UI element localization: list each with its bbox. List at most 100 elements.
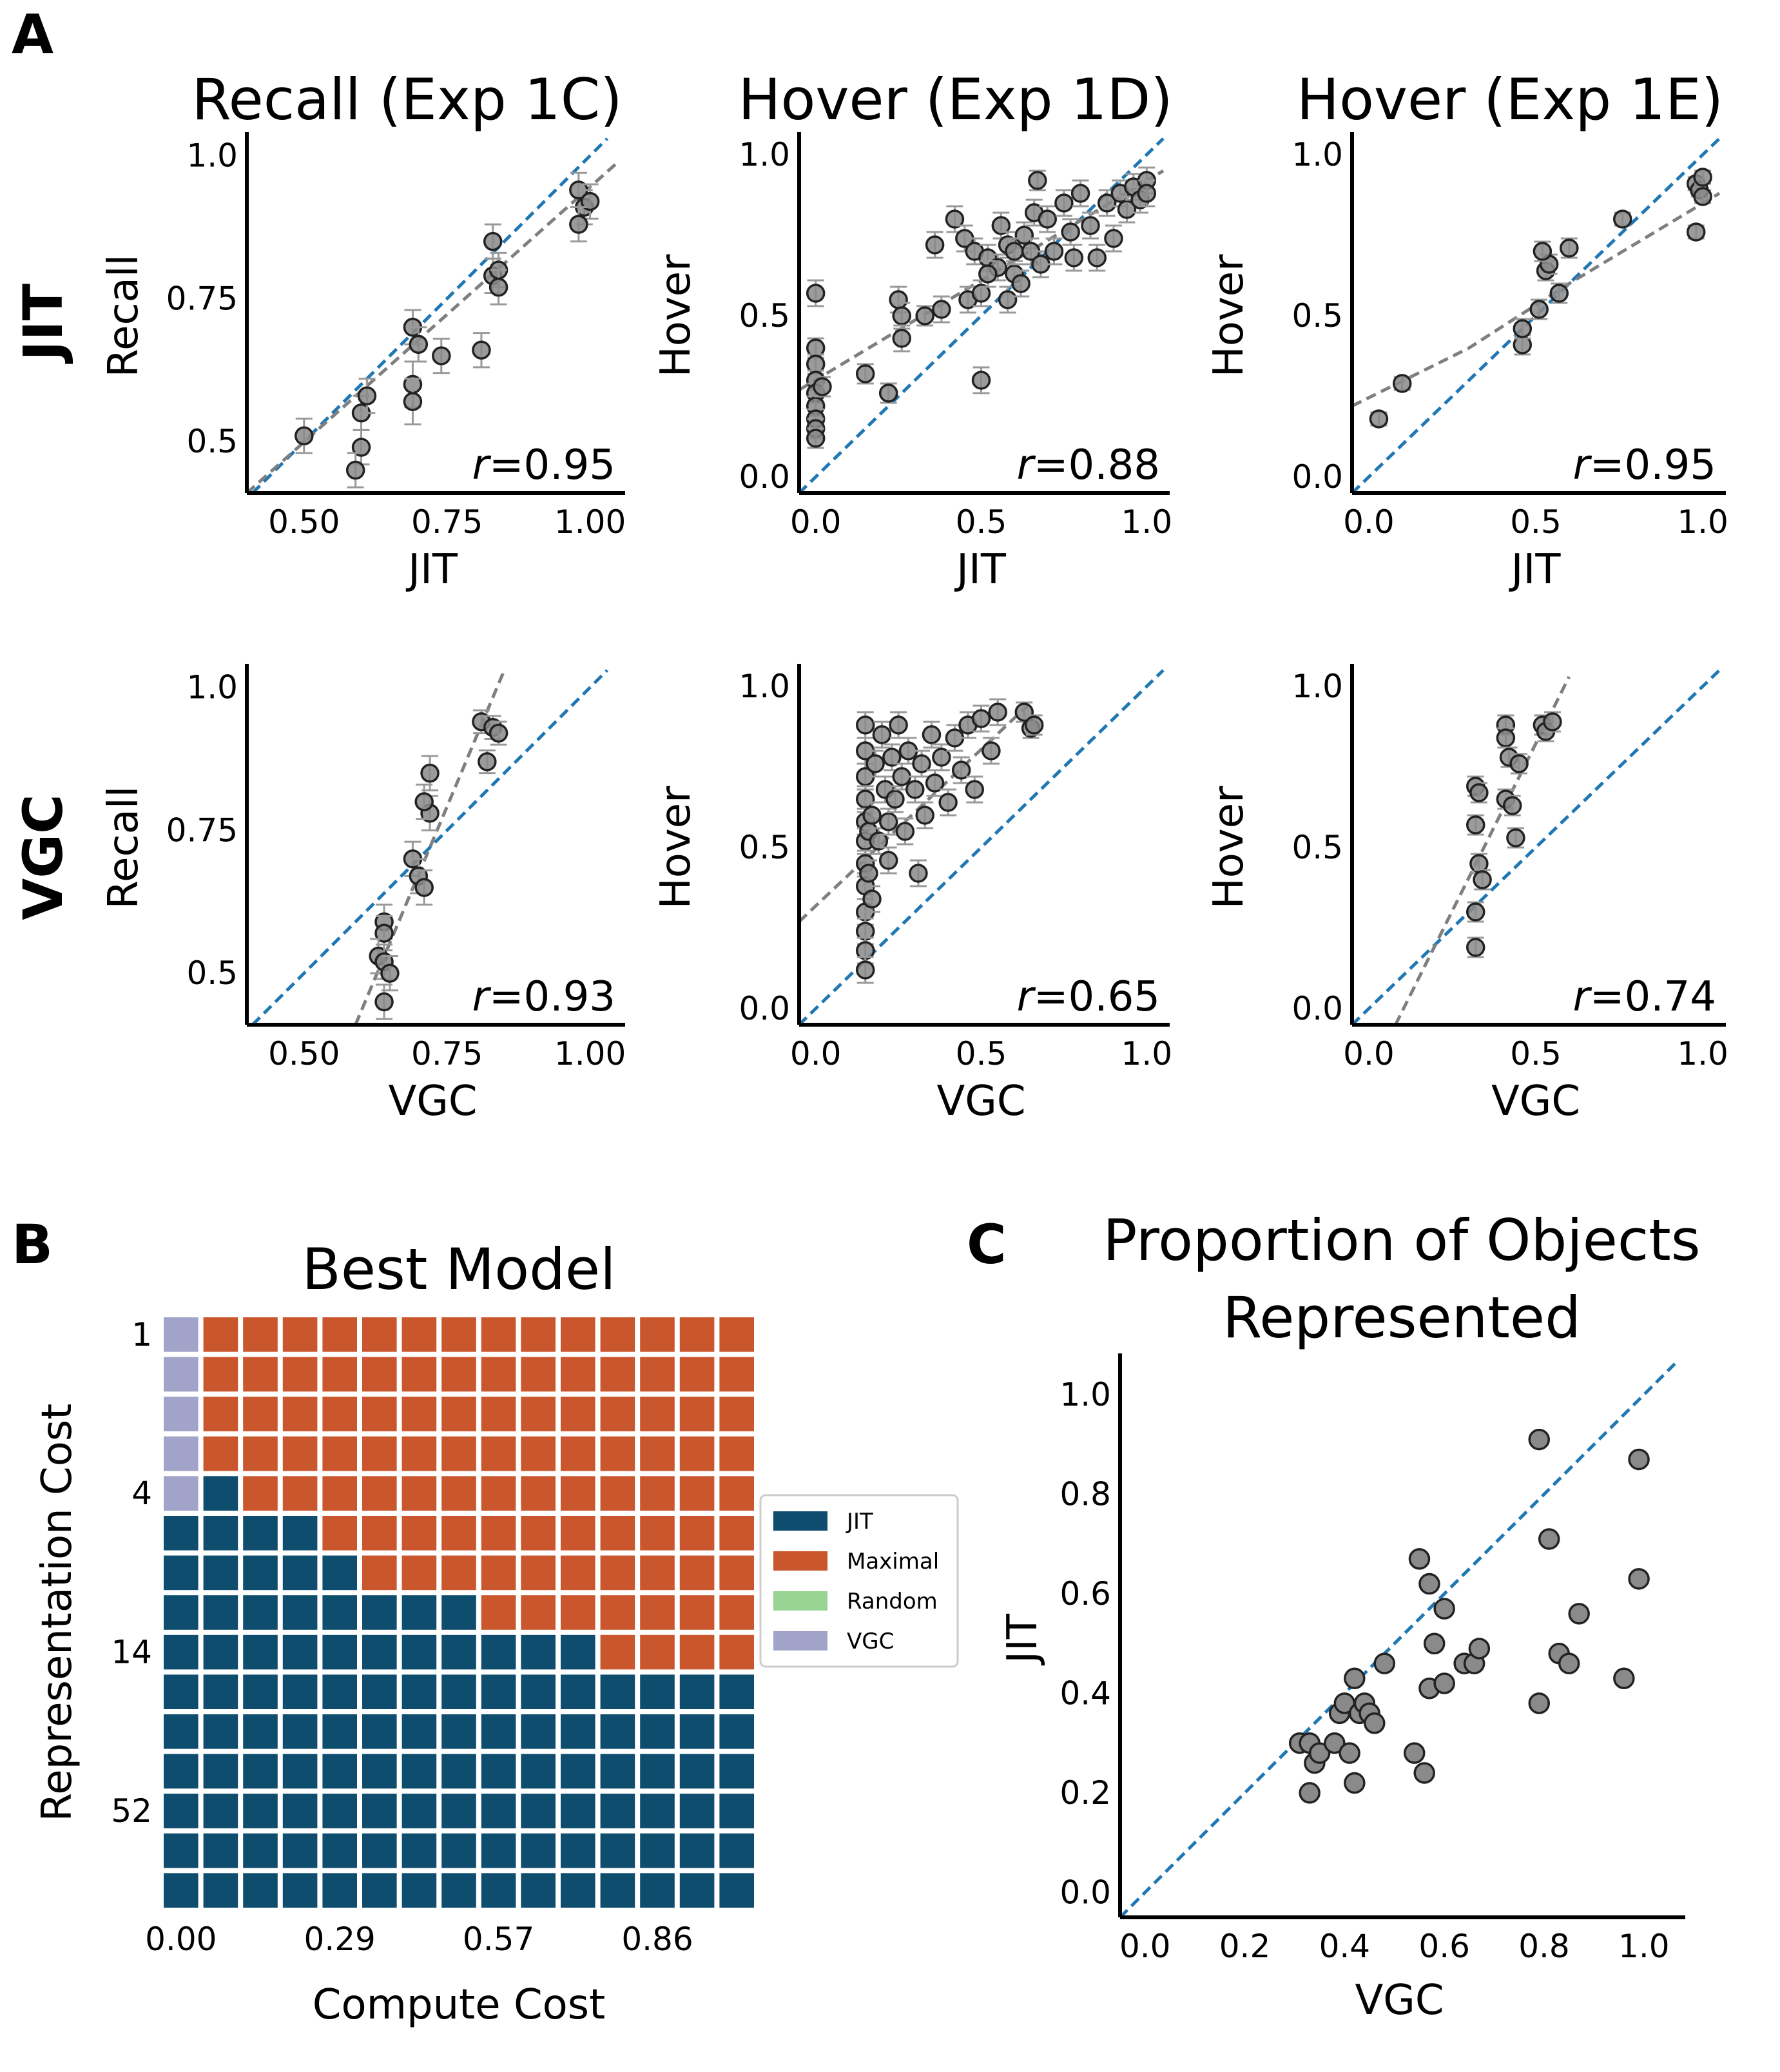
data-point	[951, 760, 971, 780]
data-point	[915, 306, 934, 325]
data-point	[1469, 783, 1489, 802]
cell-jit	[679, 1833, 715, 1868]
legend-swatch	[773, 1591, 827, 1611]
cell-jit	[362, 1833, 397, 1868]
data-point	[1087, 248, 1107, 267]
cell-maximal	[401, 1357, 437, 1392]
cell-maximal	[640, 1555, 675, 1591]
cell-maximal	[640, 1516, 675, 1551]
cell-maximal	[521, 1516, 556, 1551]
cell-maximal	[441, 1516, 476, 1551]
cell-jit	[600, 1873, 635, 1908]
cell-maximal	[481, 1476, 516, 1511]
cell-jit	[441, 1674, 476, 1709]
x-tick-label: 0.0	[1343, 1035, 1395, 1072]
cell-maximal	[243, 1397, 278, 1431]
cell-maximal	[600, 1436, 635, 1471]
cell-maximal	[441, 1397, 476, 1431]
y-tick-label: 0.8	[1059, 1476, 1111, 1513]
cell-maximal	[521, 1476, 556, 1511]
cell-jit	[719, 1714, 754, 1749]
correlation-symbol: r	[1017, 441, 1036, 489]
data-point	[1466, 902, 1485, 922]
correlation-label: r=0.65	[1017, 973, 1160, 1021]
data-point	[1117, 200, 1137, 219]
data-point	[892, 306, 911, 325]
correlation-symbol: r	[1573, 973, 1592, 1021]
data-point	[1324, 1732, 1346, 1754]
cell-maximal	[282, 1476, 318, 1511]
cell-jit	[282, 1634, 318, 1670]
data-point	[965, 780, 984, 799]
cell-jit	[441, 1595, 476, 1630]
data-point	[414, 792, 434, 811]
y-tick-label: 1.0	[1291, 136, 1343, 173]
cell-maximal	[719, 1357, 754, 1392]
data-point	[1344, 1772, 1366, 1794]
cell-jit	[640, 1833, 675, 1868]
cell-jit	[164, 1754, 198, 1789]
cell-jit	[640, 1873, 675, 1908]
cell-maximal	[282, 1436, 318, 1471]
cell-jit	[362, 1794, 397, 1828]
cell-jit	[362, 1714, 397, 1749]
legend-frame	[759, 1494, 959, 1668]
cell-jit	[282, 1833, 318, 1868]
data-point	[1433, 1672, 1455, 1694]
y-tick-label: 1.0	[1059, 1376, 1111, 1413]
data-point	[869, 831, 889, 851]
correlation-value: =0.74	[1590, 973, 1716, 1021]
data-point	[374, 924, 394, 943]
data-point	[295, 426, 314, 446]
x-tick-label: 0.6	[1418, 1928, 1470, 1965]
cell-jit	[521, 1674, 556, 1709]
correlation-symbol: r	[1017, 973, 1036, 1021]
y-tick-label: 0.6	[1059, 1575, 1111, 1612]
cell-maximal	[243, 1357, 278, 1392]
cell-maximal	[679, 1555, 715, 1591]
data-point	[932, 300, 951, 319]
chart-title-line2: Represented	[1223, 1284, 1581, 1351]
x-tick-label: 0.86	[621, 1921, 693, 1958]
data-point	[932, 748, 951, 767]
y-tick-label: 0.2	[1059, 1774, 1111, 1812]
cell-maximal	[243, 1317, 278, 1352]
x-tick-label: 1.00	[554, 503, 626, 541]
cell-jit	[282, 1714, 318, 1749]
legend-swatch	[773, 1551, 827, 1571]
data-point	[889, 715, 908, 735]
cell-maximal	[679, 1357, 715, 1392]
cell-jit	[481, 1714, 516, 1749]
cell-maximal	[203, 1397, 238, 1431]
y-axis-label: Representation Cost	[34, 1404, 81, 1822]
cell-jit	[719, 1754, 754, 1789]
data-point	[905, 780, 925, 799]
data-point	[1044, 242, 1064, 261]
chart-jit_hover_1d: 0.0 0.5 1.0 0.0 0.5 1.0 JIT Hover Hover (Exp 1D)…	[652, 66, 1173, 594]
data-point	[414, 878, 434, 897]
cell-jit	[521, 1634, 556, 1670]
data-point	[1560, 238, 1579, 258]
y-tick-label: 0.0	[739, 458, 790, 496]
cell-maximal	[561, 1595, 595, 1630]
cell-jit	[203, 1754, 238, 1789]
y-tick-label: 1.0	[186, 137, 238, 175]
cell-vgc	[164, 1436, 198, 1471]
data-point	[420, 763, 440, 783]
data-point	[1686, 222, 1706, 242]
correlation-label: r=0.93	[472, 973, 615, 1021]
cell-maximal	[322, 1357, 357, 1392]
legend-label: Random	[847, 1589, 938, 1614]
data-point	[912, 754, 931, 773]
cell-jit	[521, 1794, 556, 1828]
data-point	[1628, 1568, 1650, 1590]
cell-jit	[441, 1754, 476, 1789]
cell-jit	[362, 1873, 397, 1908]
y-tick-label: 0.5	[1291, 829, 1343, 866]
data-point	[1528, 1428, 1550, 1451]
y-tick-label: 0.0	[1291, 990, 1343, 1027]
data-point	[1054, 193, 1074, 213]
row-label-jit: JIT	[12, 284, 75, 364]
cell-maximal	[243, 1436, 278, 1471]
data-point	[1466, 938, 1485, 957]
